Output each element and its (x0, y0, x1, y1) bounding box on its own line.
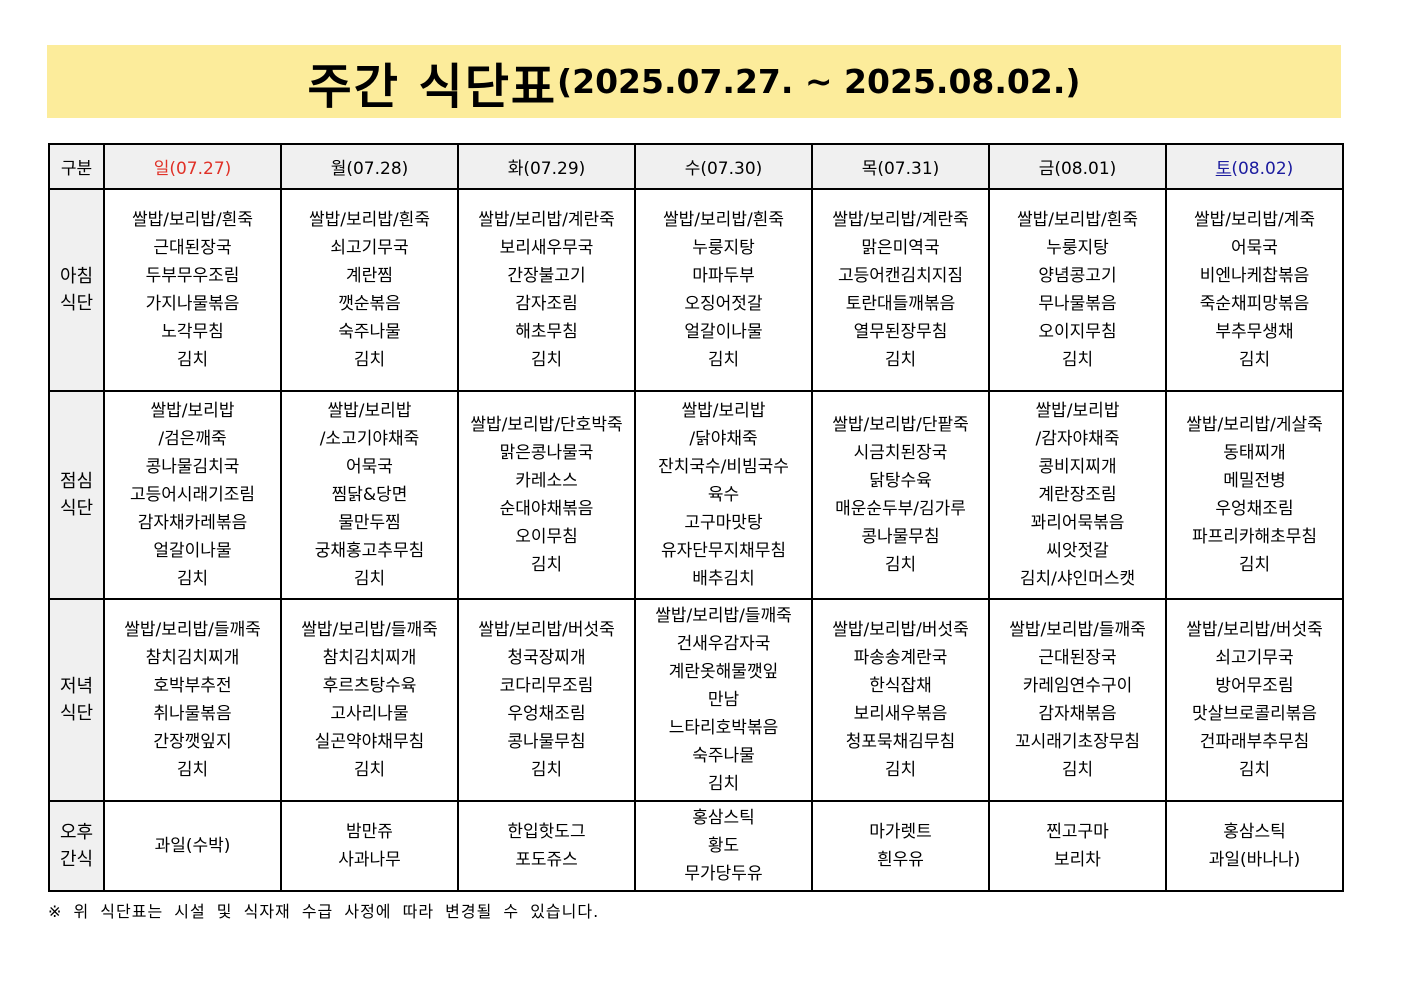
breakfast-row-label: 아침 식단 (48, 188, 105, 392)
page-title: 주간 식단표 (307, 58, 558, 115)
breakfast-friday-cell: 쌀밥/보리밥/흰죽 누룽지탕 양념콩고기 무나물볶음 오이지무침 김치 (988, 188, 1167, 392)
breakfast-thursday-cell: 쌀밥/보리밥/계란죽 맑은미역국 고등어캔김치지짐 토란대들깨볶음 열무된장무침… (811, 188, 990, 392)
snack-saturday-cell: 홍삼스틱 과일(바나나) (1165, 800, 1344, 892)
day-header-wednesday-day: 수 (684, 159, 701, 179)
dinner-wednesday-cell: 쌀밥/보리밥/들깨죽 건새우감자국 계란옷해물깻잎 만남 느타리호박볶음 숙주나… (634, 598, 813, 802)
title-banner: 주간 식단표 (2025.07.27. ~ 2025.08.02.) (47, 45, 1341, 118)
day-header-sunday-day: 일 (153, 159, 170, 179)
lunch-sunday-cell: 쌀밥/보리밥 /검은깨죽 콩나물김치국 고등어시래기조림 감자채카레볶음 얼갈이… (103, 390, 282, 600)
day-header-tuesday-date: (07.29) (523, 159, 586, 179)
day-header-monday-day: 월 (330, 159, 347, 179)
day-header-friday-day: 금 (1038, 159, 1055, 179)
snack-thursday-cell: 마가렛트 흰우유 (811, 800, 990, 892)
day-header-saturday-day: 토 (1215, 159, 1232, 179)
breakfast-row: 아침 식단 쌀밥/보리밥/흰죽 근대된장국 두부무우조림 가지나물볶음 노각무침… (48, 188, 1344, 392)
lunch-row: 점심 식단 쌀밥/보리밥 /검은깨죽 콩나물김치국 고등어시래기조림 감자채카레… (48, 390, 1344, 600)
snack-monday-cell: 밤만쥬 사과나무 (280, 800, 459, 892)
footnote: ※ 위 식단표는 시설 및 식자재 수급 사정에 따라 변경될 수 있습니다. (48, 902, 600, 921)
breakfast-sunday-cell: 쌀밥/보리밥/흰죽 근대된장국 두부무우조림 가지나물볶음 노각무침 김치 (103, 188, 282, 392)
header-row: 구분 일(07.27) 월(07.28) 화(07.29) 수(07.30) 목… (48, 143, 1344, 190)
day-header-monday: 월(07.28) (280, 143, 459, 190)
lunch-friday-cell: 쌀밥/보리밥 /감자야채죽 콩비지찌개 계란장조림 꽈리어묵볶음 씨앗젓갈 김치… (988, 390, 1167, 600)
dinner-thursday-cell: 쌀밥/보리밥/버섯죽 파송송계란국 한식잡채 보리새우볶음 청포묵채김무침 김치 (811, 598, 990, 802)
day-header-saturday: 토(08.02) (1165, 143, 1344, 190)
snack-row: 오후 간식 과일(수박) 밤만쥬 사과나무 한입핫도그 포도쥬스 홍삼스틱 황도… (48, 800, 1344, 892)
title-date-range: (2025.07.27. ~ 2025.08.02.) (557, 62, 1081, 101)
weekly-menu-table: 구분 일(07.27) 월(07.28) 화(07.29) 수(07.30) 목… (48, 143, 1344, 892)
day-header-sunday-date: (07.27) (169, 159, 232, 179)
dinner-saturday-cell: 쌀밥/보리밥/버섯죽 쇠고기무국 방어무조림 맛살브로콜리볶음 건파래부추무침 … (1165, 598, 1344, 802)
day-header-friday: 금(08.01) (988, 143, 1167, 190)
dinner-row: 저녁 식단 쌀밥/보리밥/들깨죽 참치김치찌개 호박부추전 취나물볶음 간장깻잎… (48, 598, 1344, 802)
day-header-tuesday: 화(07.29) (457, 143, 636, 190)
dinner-tuesday-cell: 쌀밥/보리밥/버섯죽 청국장찌개 코다리무조림 우엉채조림 콩나물무침 김치 (457, 598, 636, 802)
dinner-friday-cell: 쌀밥/보리밥/들깨죽 근대된장국 카레임연수구이 감자채볶음 꼬시래기초장무침 … (988, 598, 1167, 802)
lunch-row-label: 점심 식단 (48, 390, 105, 600)
snack-wednesday-cell: 홍삼스틱 황도 무가당두유 (634, 800, 813, 892)
dinner-monday-cell: 쌀밥/보리밥/들깨죽 참치김치찌개 후르츠탕수육 고사리나물 실곤약야채무침 김… (280, 598, 459, 802)
day-header-thursday-day: 목 (861, 159, 878, 179)
day-header-friday-date: (08.01) (1054, 159, 1117, 179)
day-header-thursday-date: (07.31) (877, 159, 940, 179)
day-header-monday-date: (07.28) (346, 159, 409, 179)
breakfast-saturday-cell: 쌀밥/보리밥/계죽 어묵국 비엔나케찹볶음 죽순채피망볶음 부추무생채 김치 (1165, 188, 1344, 392)
day-header-saturday-date: (08.02) (1231, 159, 1294, 179)
dinner-row-label: 저녁 식단 (48, 598, 105, 802)
snack-row-label: 오후 간식 (48, 800, 105, 892)
lunch-thursday-cell: 쌀밥/보리밥/단팥죽 시금치된장국 닭탕수육 매운순두부/김가루 콩나물무침 김… (811, 390, 990, 600)
breakfast-wednesday-cell: 쌀밥/보리밥/흰죽 누룽지탕 마파두부 오징어젓갈 얼갈이나물 김치 (634, 188, 813, 392)
snack-friday-cell: 찐고구마 보리차 (988, 800, 1167, 892)
lunch-monday-cell: 쌀밥/보리밥 /소고기야채죽 어묵국 찜닭&당면 물만두찜 궁채홍고추무침 김치 (280, 390, 459, 600)
corner-header: 구분 (48, 143, 105, 190)
lunch-tuesday-cell: 쌀밥/보리밥/단호박죽 맑은콩나물국 카레소스 순대야채볶음 오이무침 김치 (457, 390, 636, 600)
snack-sunday-cell: 과일(수박) (103, 800, 282, 892)
day-header-sunday: 일(07.27) (103, 143, 282, 190)
day-header-wednesday: 수(07.30) (634, 143, 813, 190)
day-header-thursday: 목(07.31) (811, 143, 990, 190)
day-header-tuesday-day: 화 (507, 159, 524, 179)
snack-tuesday-cell: 한입핫도그 포도쥬스 (457, 800, 636, 892)
day-header-wednesday-date: (07.30) (700, 159, 763, 179)
lunch-wednesday-cell: 쌀밥/보리밥 /닭야채죽 잔치국수/비빔국수 육수 고구마맛탕 유자단무지채무침… (634, 390, 813, 600)
breakfast-monday-cell: 쌀밥/보리밥/흰죽 쇠고기무국 계란찜 깻순볶음 숙주나물 김치 (280, 188, 459, 392)
dinner-sunday-cell: 쌀밥/보리밥/들깨죽 참치김치찌개 호박부추전 취나물볶음 간장깻잎지 김치 (103, 598, 282, 802)
breakfast-tuesday-cell: 쌀밥/보리밥/계란죽 보리새우무국 간장불고기 감자조림 해초무침 김치 (457, 188, 636, 392)
lunch-saturday-cell: 쌀밥/보리밥/게살죽 동태찌개 메밀전병 우엉채조림 파프리카해초무침 김치 (1165, 390, 1344, 600)
